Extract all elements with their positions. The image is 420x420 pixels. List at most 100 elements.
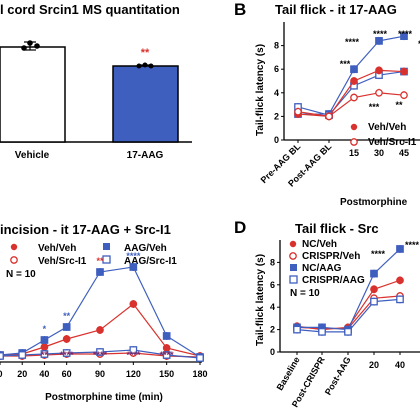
star-annotation: ***	[340, 59, 351, 69]
data-point	[400, 67, 408, 76]
x-tick-label: 30	[374, 148, 384, 158]
data-point	[350, 93, 358, 102]
y-tick-label: 4	[274, 88, 279, 98]
star-annotation: *	[43, 324, 47, 334]
dot	[34, 43, 40, 49]
y-tick-label: 2	[270, 325, 275, 335]
data-point	[196, 354, 204, 362]
data-point	[96, 326, 104, 334]
tick-vehicle: Vehicle	[15, 150, 50, 161]
data-point	[18, 351, 27, 359]
dot	[142, 62, 148, 68]
star-annotation: ****	[126, 350, 141, 360]
data-point	[370, 285, 378, 294]
star-annotation: ***	[369, 102, 380, 112]
data-point	[370, 297, 378, 306]
panel-b-ylabel: Tail-flick latency (s)	[255, 44, 266, 136]
y-tick-label: 4	[270, 302, 275, 312]
data-point	[40, 350, 49, 358]
data-point	[0, 352, 4, 360]
panel-a-significance: **	[141, 47, 150, 59]
star-annotation: ****	[345, 37, 360, 47]
legend-label: CRISPR/Veh	[302, 251, 360, 262]
data-point	[129, 346, 138, 354]
data-point	[96, 348, 104, 356]
data-point	[62, 323, 71, 331]
panel-c: incision - it 17-AAG + Src-I1 Veh/Veh AA…	[0, 222, 208, 403]
data-point	[96, 268, 104, 276]
data-point	[62, 349, 71, 357]
panel-c-series	[0, 263, 204, 362]
data-point	[375, 66, 383, 75]
panel-c-n: N = 10	[6, 269, 36, 280]
star-annotation: ****	[398, 29, 413, 39]
dot	[21, 45, 27, 51]
star-annotation: ****	[373, 29, 388, 39]
panel-d-legend: NC/Veh CRISPR/Veh NC/AAG CRISPR/AAG	[289, 239, 365, 286]
panel-b-title: Tail flick - it 17-AAG	[275, 2, 397, 17]
data-point	[375, 88, 383, 97]
legend-label: AAG/Src-I1	[124, 256, 177, 267]
legend-marker	[350, 123, 358, 131]
legend-marker	[10, 256, 18, 264]
legend-marker	[10, 243, 18, 251]
legend-label: NC/Veh	[302, 239, 337, 250]
star-annotation: **	[96, 256, 104, 266]
dot	[27, 40, 33, 46]
y-tick-label: 2	[274, 111, 279, 121]
data-point	[325, 112, 333, 121]
x-tick-label: 120	[126, 369, 141, 379]
series-line	[298, 35, 405, 115]
legend-marker	[289, 275, 298, 284]
data-point	[62, 335, 71, 343]
data-point	[293, 325, 301, 334]
legend-marker	[290, 264, 297, 271]
star-annotation: **	[41, 350, 49, 360]
tick-17-aag: 17-AAG	[127, 150, 164, 161]
panel-a-title: l cord Srcin1 MS quantitation	[0, 2, 180, 17]
legend-marker	[350, 138, 358, 146]
star-annotation: ****	[160, 350, 175, 360]
panel-b-xlabel: Postmorphine	[340, 197, 408, 208]
bar-17-aag	[112, 65, 179, 143]
bar-vehicle	[0, 46, 66, 143]
data-point	[396, 276, 404, 285]
y-tick-label: 6	[274, 64, 279, 74]
series-line	[0, 266, 201, 358]
star-annotation: **	[395, 100, 403, 110]
data-point	[396, 245, 404, 253]
y-tick-label: 0	[274, 135, 279, 145]
panel-c-axes: 0 20 40 60 90 120 150 180	[0, 361, 208, 379]
data-point	[318, 327, 326, 336]
data-point	[40, 336, 49, 344]
star-annotation: ****	[418, 39, 420, 49]
panel-d: D Tail flick - Src Tail-flick latency (s…	[234, 218, 420, 409]
legend-marker	[102, 255, 111, 264]
x-tick-label: 15	[349, 148, 359, 158]
y-tick-label: 6	[270, 280, 275, 290]
x-tick-label: Baseline	[275, 355, 302, 392]
data-point	[129, 300, 138, 308]
star-annotation: ****	[93, 350, 108, 360]
dot	[148, 63, 154, 69]
star-annotation: ****	[371, 249, 386, 259]
panel-a-dots	[21, 40, 154, 69]
legend-label: Veh/Veh	[38, 243, 76, 254]
y-tick-label: 8	[274, 41, 279, 51]
data-point	[350, 77, 358, 85]
x-tick-label: 40	[39, 369, 49, 379]
x-tick-label: 150	[159, 369, 174, 379]
data-point	[162, 351, 171, 359]
x-tick-label: 20	[17, 369, 27, 379]
data-point	[129, 263, 138, 271]
star-annotation: ****	[126, 251, 141, 261]
panel-c-xlabel: Postmorphine time (min)	[45, 392, 163, 403]
x-tick-label: 90	[95, 369, 105, 379]
legend-marker	[289, 240, 297, 248]
legend-marker	[103, 243, 110, 250]
x-tick-label: 180	[192, 369, 207, 379]
legend-label: Veh/Veh	[368, 122, 406, 133]
x-tick-label: 20	[369, 360, 379, 370]
legend-label: NC/AAG	[302, 263, 342, 274]
